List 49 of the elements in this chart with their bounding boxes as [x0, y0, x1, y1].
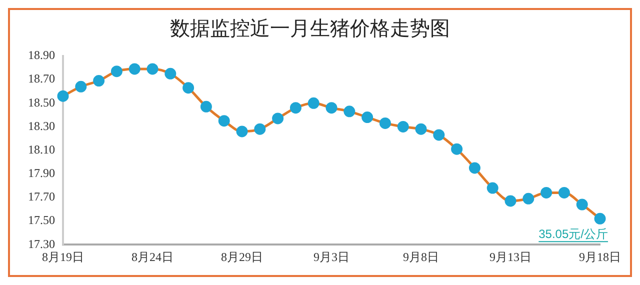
- point: [362, 112, 374, 124]
- point: [540, 186, 552, 198]
- y-tick-label: 18.10: [28, 142, 55, 156]
- point: [415, 123, 427, 135]
- point: [182, 82, 194, 94]
- annotation: 35.05元/公斤: [538, 226, 608, 241]
- point: [146, 63, 158, 75]
- x-tick-label: 9月8日: [403, 250, 439, 264]
- point: [75, 80, 87, 92]
- y-tick-label: 17.30: [28, 236, 55, 251]
- y-tick-label: 17.90: [28, 166, 55, 180]
- point: [486, 182, 498, 194]
- y-tick-label: 18.30: [28, 118, 55, 133]
- point: [468, 162, 480, 174]
- point: [254, 123, 266, 135]
- point: [594, 212, 606, 224]
- x-tick-label: 9月13日: [490, 250, 532, 264]
- y-tick-label: 18.90: [28, 48, 55, 62]
- chart-title: 数据监控近一月生猪价格走势图: [170, 16, 450, 40]
- point: [504, 195, 516, 207]
- y-tick-label: 17.50: [28, 213, 55, 228]
- point: [164, 68, 176, 80]
- point: [433, 129, 445, 141]
- point: [379, 117, 391, 129]
- x-tick-label: 8月19日: [42, 250, 84, 264]
- point: [522, 192, 534, 204]
- y-tick-label: 18.50: [28, 95, 55, 110]
- point: [236, 126, 248, 138]
- point: [290, 102, 302, 114]
- x-tick-label: 9月18日: [579, 250, 621, 264]
- x-tick-label: 8月29日: [221, 250, 263, 264]
- point: [272, 112, 284, 124]
- point: [576, 198, 588, 210]
- y-tick-label: 17.70: [28, 190, 55, 204]
- point: [128, 63, 140, 75]
- point: [558, 186, 570, 198]
- point: [308, 97, 320, 109]
- x-tick-label: 8月24日: [132, 250, 174, 264]
- point: [218, 115, 230, 127]
- point: [344, 106, 356, 118]
- point: [57, 90, 69, 102]
- x-tick-label: 9月3日: [314, 250, 350, 264]
- point: [110, 66, 122, 78]
- point: [326, 102, 338, 114]
- y-tick-label: 18.70: [28, 72, 55, 86]
- point: [200, 100, 212, 112]
- point: [93, 75, 105, 87]
- point: [397, 120, 409, 132]
- point: [451, 143, 463, 155]
